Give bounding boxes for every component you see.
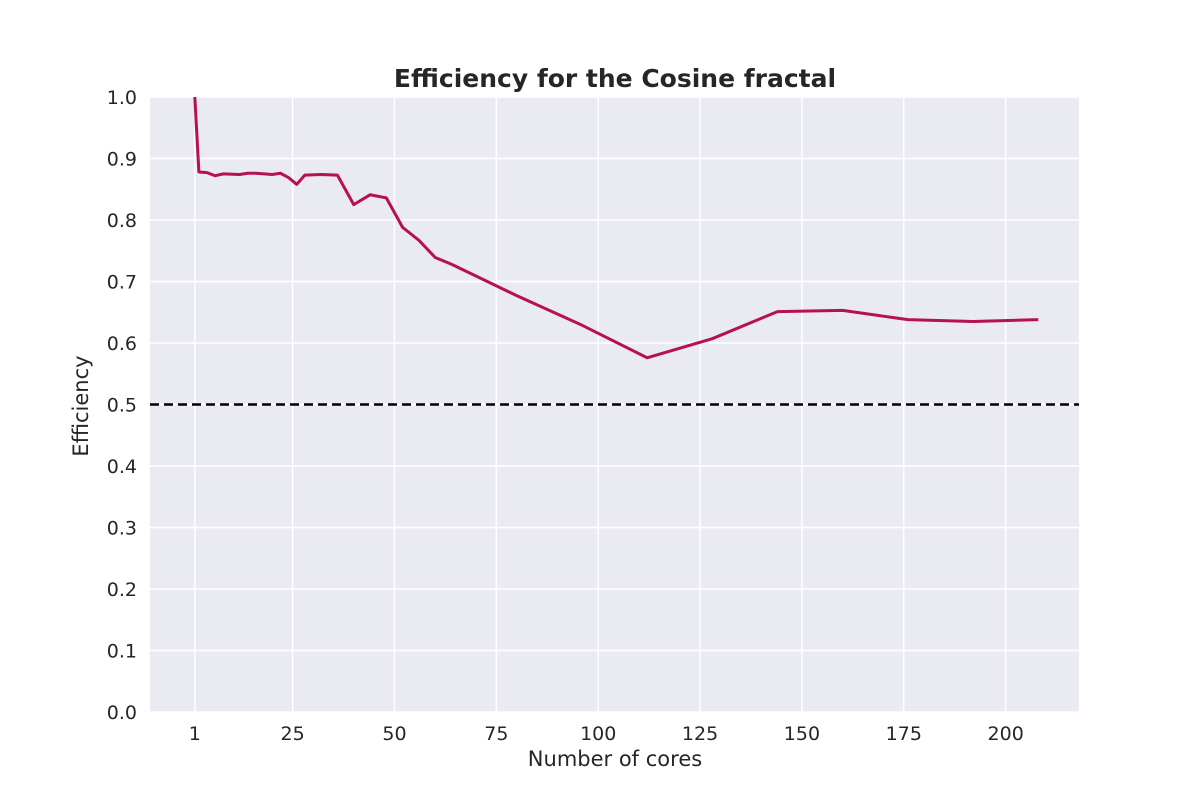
- y-tick-label: 0.3: [107, 518, 137, 540]
- y-tick-label: 0.9: [107, 149, 137, 171]
- x-tick-label: 25: [281, 723, 305, 745]
- y-tick-labels: 0.0 0.1 0.2 0.3 0.4 0.5 0.6 0.7 0.8 0.9 1.0: [107, 87, 137, 724]
- x-tick-label: 200: [988, 723, 1024, 745]
- x-tick-label: 150: [784, 723, 820, 745]
- x-tick-label: 1: [189, 723, 201, 745]
- y-tick-label: 1.0: [107, 87, 137, 109]
- x-tick-label: 50: [382, 723, 406, 745]
- y-tick-label: 0.7: [107, 272, 137, 294]
- chart-title: Efficiency for the Cosine fractal: [394, 64, 836, 93]
- series-layer: [193, 96, 1039, 360]
- y-tick-label: 0.0: [107, 702, 137, 724]
- y-tick-label: 0.6: [107, 333, 137, 355]
- efficiency-line: [193, 96, 1039, 360]
- y-tick-label: 0.8: [107, 210, 137, 232]
- y-tick-label: 0.1: [107, 641, 137, 663]
- x-tick-labels: 1 25 50 75 100 125 150 175 200: [189, 723, 1024, 745]
- y-axis-label: Efficiency: [69, 355, 93, 456]
- x-tick-label: 100: [580, 723, 616, 745]
- x-tick-label: 175: [886, 723, 922, 745]
- x-tick-label: 125: [682, 723, 718, 745]
- x-tick-label: 75: [484, 723, 508, 745]
- y-tick-label: 0.4: [107, 456, 137, 478]
- y-tick-label: 0.2: [107, 579, 137, 601]
- x-axis-label: Number of cores: [528, 747, 702, 771]
- y-tick-label: 0.5: [107, 395, 137, 417]
